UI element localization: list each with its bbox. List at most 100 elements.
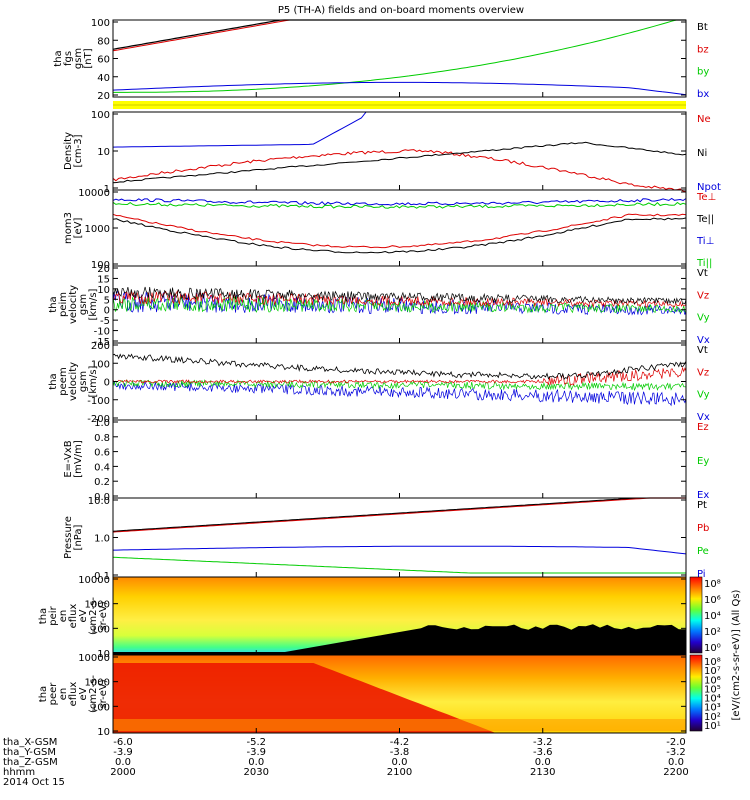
ylabel-line: [nPa] — [73, 524, 84, 550]
colorbar-tick-peer: 10⁷ — [704, 666, 721, 677]
colorbar-label: [eV/(cm2-s-sr-eV)] (All Qs) — [731, 589, 742, 720]
ytick-label-efield: 0.4 — [94, 462, 110, 473]
series-peim-Vy — [112, 295, 687, 314]
legend-pressure-0: Pt — [697, 500, 707, 511]
ytick-label-density: 10 — [97, 147, 110, 158]
xaxis-value-y: -3.9 — [246, 747, 266, 758]
ytick-label-peim: 20 — [97, 264, 110, 275]
ytick-label-density: 100 — [91, 110, 110, 121]
xaxis-row-label: tha_X-GSM — [3, 737, 57, 748]
series-Pe — [112, 556, 686, 574]
panel-frame-efield — [112, 419, 687, 499]
xaxis-value-hhmm: 2030 — [244, 767, 269, 778]
legend-peem-3: Vx — [697, 412, 710, 423]
series-Pi — [113, 545, 687, 555]
legend-peim-3: Vx — [697, 335, 710, 346]
legend-fgs-0: Bt — [697, 22, 708, 33]
ytick-label-peer: 10 — [97, 727, 110, 738]
legend-efield-1: Ey — [697, 456, 709, 467]
ytick-label-peir: 10 — [97, 649, 110, 660]
ylabel-line: tha — [38, 608, 49, 624]
series-Te-par — [112, 217, 687, 254]
xaxis-value-z: 0.0 — [115, 757, 131, 768]
xaxis-value-z: 0.0 — [535, 757, 551, 768]
legend-temp-3: Ti|| — [696, 258, 712, 269]
colorbar-peir — [689, 576, 703, 654]
ylabel-line: gsm — [78, 294, 89, 315]
ytick-label-peem: 100 — [91, 359, 110, 370]
xaxis-value-z: 0.0 — [392, 757, 408, 768]
legend-fgs-3: bx — [697, 89, 709, 100]
colorbar-tick-peir: 10⁰ — [704, 643, 721, 654]
ylabel-line: eflux — [68, 604, 79, 629]
series-peem-Vt — [112, 353, 687, 380]
ylabel-peim: tha peim velocity gsm [km/s] — [48, 285, 99, 324]
ylabel-line: tha — [48, 296, 59, 312]
panel-frame-fgs — [112, 19, 687, 98]
xaxis-value-x: -2.0 — [666, 737, 686, 748]
ytick-label-fgs: 80 — [97, 36, 110, 47]
ylabel-line: eV — [78, 687, 89, 700]
legend-pressure-1: Pb — [697, 523, 709, 534]
ylabel-line: Pressure — [63, 516, 74, 559]
series-Ti-perp — [112, 197, 687, 206]
xaxis-value-hhmm: 2200 — [663, 767, 688, 778]
legend-efield-2: Ex — [697, 490, 709, 501]
colorbar-tick-peer: 10¹ — [704, 721, 721, 732]
ylabel-line: fgs — [63, 51, 74, 66]
ytick-label-peem: -100 — [87, 396, 110, 407]
xaxis-value-y: -3.9 — [113, 747, 133, 758]
ytick-label-peim: 0 — [104, 306, 110, 317]
ytick-label-peim: 10 — [97, 285, 110, 296]
legend-density-2: Npot — [697, 182, 721, 193]
ylabel-line: en — [58, 688, 69, 701]
xaxis-value-x: -4.2 — [390, 737, 410, 748]
legend-density-0: Ne — [697, 114, 711, 125]
ylabel-pressure: Pressure [nPa] — [63, 516, 84, 559]
xaxis-value-y: -3.6 — [533, 747, 553, 758]
xaxis-value-y: -3.8 — [390, 747, 410, 758]
ytick-label-efield: 0.2 — [94, 477, 110, 488]
colorbar-tick-peer: 10⁵ — [704, 684, 721, 695]
ylabel-efield: E=-VxB [mV/m] — [63, 440, 84, 478]
ytick-label-peer: 100 — [91, 702, 110, 713]
ytick-label-peem: 0 — [104, 378, 110, 389]
ytick-label-peir: 1000 — [85, 600, 110, 611]
ytick-label-fgs: 20 — [97, 91, 110, 102]
ylabel-line: sr-eV) — [98, 601, 109, 630]
xaxis-value-hhmm: 2000 — [110, 767, 135, 778]
series-Ne — [112, 149, 687, 193]
series-Pb — [112, 497, 686, 533]
legend-pressure-2: Pe — [697, 546, 709, 557]
ylabel-line: en — [58, 610, 69, 623]
legend-temp-1: Te|| — [696, 214, 714, 225]
xaxis-value-x: -5.2 — [246, 737, 266, 748]
ylabel-line: peir — [48, 605, 59, 625]
xaxis-value-hhmm: 2130 — [530, 767, 555, 778]
ylabel-line: tha — [48, 373, 59, 389]
colorbar-tick-peer: 10³ — [704, 703, 721, 714]
ylabel-peer: tha peer en eflux eV (cm2-s-sr-eV) — [38, 675, 109, 713]
legend-peem-1: Vz — [697, 367, 709, 378]
legend-peim-2: Vy — [697, 313, 710, 324]
xaxis-value-z: 0.0 — [248, 757, 264, 768]
colorbar-peer — [689, 654, 703, 732]
ylabel-line: E=-VxB — [63, 440, 74, 477]
ytick-label-efield: 1.0 — [94, 418, 110, 429]
legend-peim-0: Vt — [697, 268, 708, 279]
ytick-label-peim: 15 — [97, 274, 110, 285]
legend-peim-1: Vz — [697, 290, 709, 301]
xaxis-value-x: -6.0 — [113, 737, 133, 748]
ytick-label-peir: 10000 — [78, 575, 110, 586]
ytick-label-peim: 5 — [104, 295, 110, 306]
legend-fgs-1: bz — [697, 44, 709, 55]
ylabel-line: [mV/m] — [73, 440, 84, 478]
ylabel-line: (cm2-s- — [88, 675, 99, 713]
xaxis-value-y: -3.2 — [666, 747, 686, 758]
ylabel-line: (cm2-s- — [88, 597, 99, 635]
ylabel-line: [nT] — [83, 48, 94, 68]
legend-peem-2: Vy — [697, 390, 710, 401]
legend-fgs-2: by — [697, 67, 709, 78]
ylabel-line: [km/s] — [88, 365, 99, 397]
